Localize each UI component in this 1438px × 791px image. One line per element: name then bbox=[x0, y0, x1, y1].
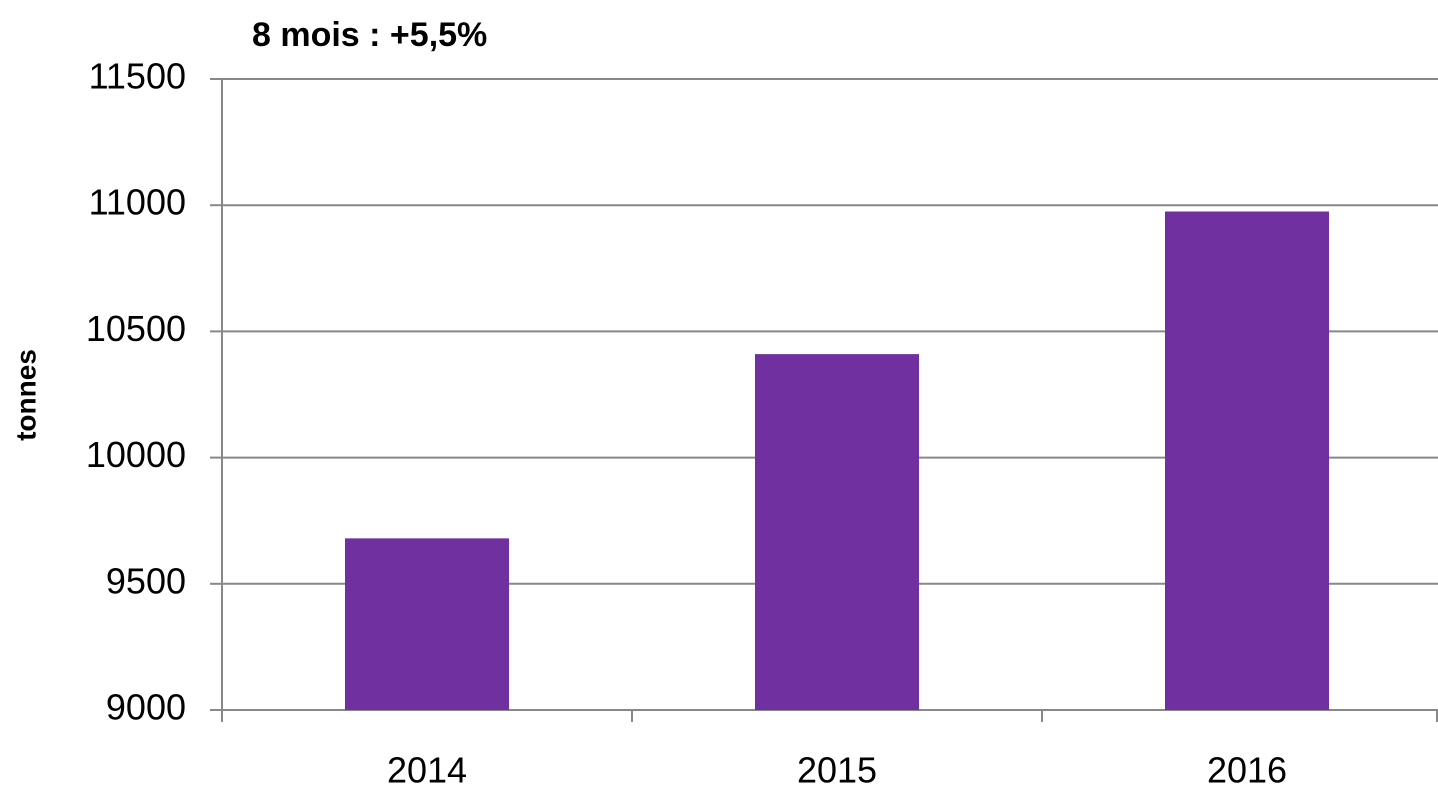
bar bbox=[755, 354, 919, 710]
x-tick-label: 2016 bbox=[1207, 750, 1287, 791]
bar bbox=[345, 538, 509, 710]
y-tick-label: 10000 bbox=[86, 434, 186, 475]
bar bbox=[1165, 211, 1329, 710]
y-tick-label: 9000 bbox=[106, 687, 186, 728]
chart-title: 8 mois : +5,5% bbox=[252, 16, 487, 54]
x-tick-label: 2015 bbox=[797, 750, 877, 791]
y-tick-label: 9500 bbox=[106, 560, 186, 601]
y-tick-label: 11000 bbox=[89, 182, 186, 223]
y-tick-label: 11500 bbox=[89, 56, 186, 97]
y-axis-label: tonnes bbox=[10, 349, 41, 441]
x-tick-label: 2014 bbox=[387, 750, 467, 791]
y-tick-label: 10500 bbox=[86, 308, 186, 349]
